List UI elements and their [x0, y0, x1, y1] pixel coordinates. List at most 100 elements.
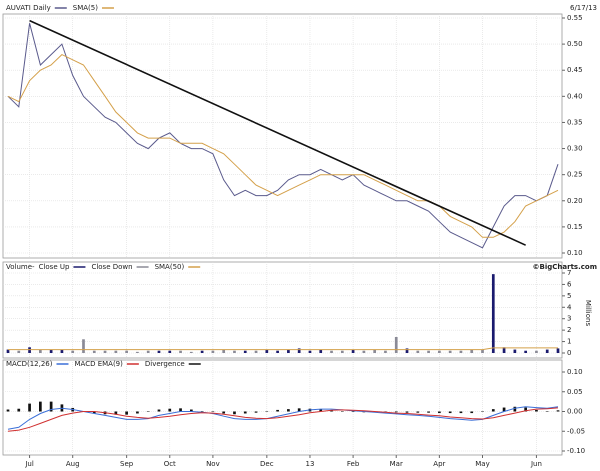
- bar: [189, 409, 193, 412]
- panel-frame: [2, 261, 563, 359]
- legend-label: SMA(50): [155, 263, 185, 271]
- bar: [330, 410, 333, 412]
- bar: [319, 409, 323, 412]
- bar: [114, 411, 118, 415]
- bar: [340, 411, 344, 412]
- bar: [448, 350, 452, 353]
- bar: [287, 409, 290, 412]
- y-tick-label: 5: [567, 292, 571, 300]
- bar: [39, 349, 42, 353]
- legend-label: MACD(12,26): [6, 360, 53, 368]
- bar: [92, 411, 96, 414]
- y-tick-label: 0.10: [567, 368, 583, 376]
- y-tick-label: -0.05: [567, 427, 585, 435]
- bar: [200, 350, 204, 353]
- y-axis-label: Millions: [584, 300, 592, 327]
- y-tick-label: 0: [567, 349, 571, 357]
- bar: [502, 347, 506, 353]
- y-tick-label: 2: [567, 326, 571, 334]
- bar: [513, 406, 517, 412]
- x-tick-label: Sep: [120, 460, 134, 468]
- x-tick-label: Jul: [24, 460, 34, 468]
- bar: [297, 408, 301, 412]
- bar: [233, 411, 236, 415]
- legend-label: AUVATI Daily: [6, 4, 51, 12]
- bar: [200, 411, 204, 412]
- bar: [254, 411, 258, 413]
- bar: [265, 349, 269, 353]
- bar: [125, 350, 128, 353]
- bar: [136, 351, 139, 353]
- bar: [222, 411, 226, 414]
- bar: [330, 350, 333, 353]
- source-note: ©BigCharts.com: [533, 263, 597, 271]
- y-tick-label: 0.05: [567, 388, 583, 396]
- bar: [6, 409, 10, 412]
- series-line: [7, 23, 559, 249]
- series-line: [8, 347, 558, 351]
- bar: [470, 411, 474, 414]
- y-tick-label: 0.30: [567, 145, 583, 153]
- legend-label: Close Down: [91, 263, 132, 271]
- bar: [394, 411, 398, 413]
- y-tick-label: 0.15: [567, 223, 583, 231]
- panel-frame: [2, 359, 563, 456]
- y-tick-label: 4: [567, 303, 572, 311]
- bar: [103, 350, 107, 353]
- bar: [438, 411, 441, 414]
- bar: [243, 411, 247, 414]
- bar: [535, 409, 538, 412]
- bar: [448, 411, 452, 414]
- bar: [405, 411, 409, 413]
- bar: [222, 349, 226, 353]
- bar: [351, 349, 355, 353]
- x-tick-label: Jun: [530, 460, 542, 468]
- bar: [427, 350, 430, 353]
- bar: [524, 350, 527, 353]
- y-tick-label: 0.25: [567, 171, 583, 179]
- bar: [297, 348, 301, 353]
- bar: [384, 350, 387, 353]
- bar: [427, 411, 430, 413]
- x-tick-label: Feb: [347, 460, 360, 468]
- y-tick-label: 3: [567, 315, 571, 323]
- bar: [28, 403, 31, 412]
- bar: [556, 348, 560, 353]
- bar: [545, 349, 549, 353]
- trendline: [29, 19, 526, 246]
- bar: [233, 350, 236, 353]
- bar: [287, 349, 290, 353]
- x-tick-label: Aug: [66, 460, 80, 468]
- bar: [92, 350, 96, 353]
- bar: [308, 350, 312, 353]
- bar: [459, 411, 463, 414]
- y-tick-label: 0.55: [567, 14, 583, 22]
- bar: [243, 350, 247, 353]
- y-tick-label: 0.20: [567, 197, 583, 205]
- x-tick-label: Oct: [164, 460, 176, 468]
- y-tick-label: 6: [567, 280, 572, 288]
- y-tick-label: 0.50: [567, 40, 583, 48]
- bar: [39, 401, 42, 412]
- bar: [168, 408, 172, 412]
- bar: [17, 350, 21, 353]
- bar: [491, 409, 495, 412]
- series-line: [7, 406, 559, 430]
- bar: [114, 350, 118, 353]
- bar: [545, 411, 549, 412]
- bar: [535, 350, 538, 353]
- panel-title: Volume-: [6, 263, 35, 271]
- x-tick-label: Mar: [390, 460, 403, 468]
- bar: [254, 350, 258, 353]
- bar: [125, 411, 128, 415]
- bar: [146, 411, 150, 412]
- bar: [157, 350, 161, 353]
- series-line: [7, 407, 559, 432]
- legend-label: MACD EMA(9): [74, 360, 123, 368]
- bar: [351, 411, 355, 412]
- bar: [71, 350, 75, 353]
- y-tick-label: 0.45: [567, 66, 583, 74]
- bar: [60, 349, 64, 353]
- y-tick-label: 1: [567, 338, 571, 346]
